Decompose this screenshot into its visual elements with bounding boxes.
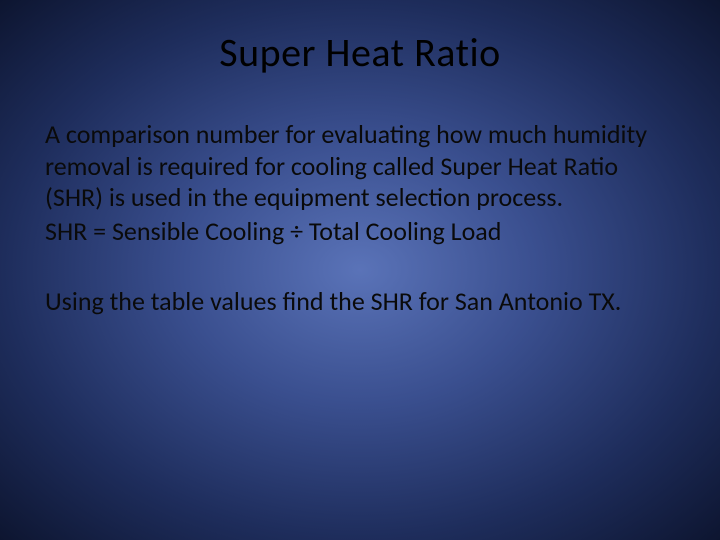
- slide-title: Super Heat Ratio: [45, 28, 675, 77]
- formula-line: SHR = Sensible Cooling ÷ Total Cooling L…: [45, 216, 675, 248]
- slide-body: A comparison number for evaluating how m…: [45, 119, 675, 248]
- closing-instruction: Using the table values find the SHR for …: [45, 286, 675, 318]
- paragraph-definition: A comparison number for evaluating how m…: [45, 118, 647, 213]
- slide-container: Super Heat Ratio A comparison number for…: [0, 0, 720, 540]
